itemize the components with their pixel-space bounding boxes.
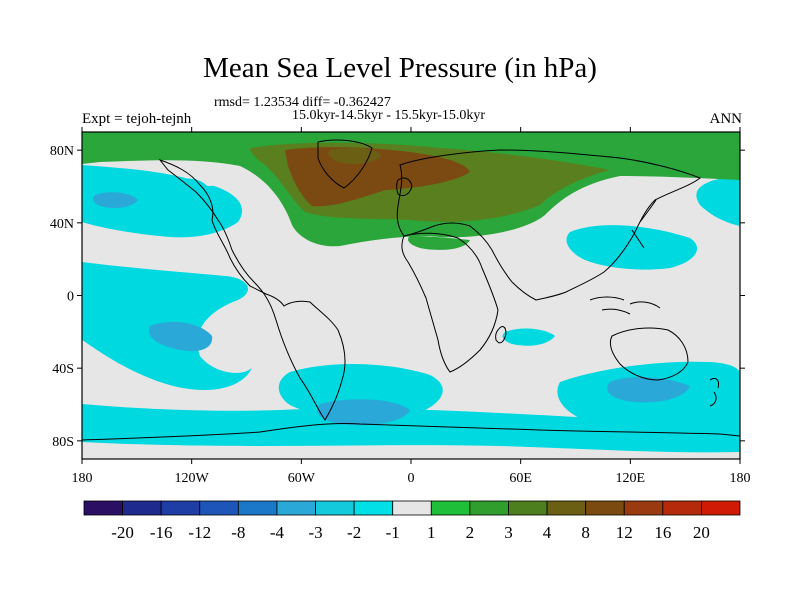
coast-greenland	[317, 139, 373, 189]
field-blue-core-indian	[607, 377, 690, 403]
colorbar-swatch	[585, 500, 625, 516]
colorbar-swatch	[160, 500, 201, 516]
coast-britain	[396, 177, 413, 197]
lat-tick-label: 40N	[50, 217, 74, 232]
field-blue-core-atlantic	[316, 399, 410, 426]
lat-tick-label: 40S	[52, 362, 74, 377]
field-cyan-nw-pacific	[696, 175, 740, 226]
colorbar-label: -2	[347, 523, 361, 542]
season-label: ANN	[709, 111, 743, 127]
colorbar-swatch	[276, 500, 316, 516]
lon-tick-label: 0	[408, 471, 415, 486]
colorbar-swatch	[353, 500, 394, 516]
field-blue-core-np	[92, 192, 138, 208]
field-cyan-southern-ocean	[82, 404, 740, 453]
coast-antarctica	[82, 422, 740, 441]
lat-tick-label: 80N	[50, 144, 74, 159]
field-green-bering	[408, 236, 470, 250]
colorbar-label: -12	[188, 523, 211, 542]
colorbar-swatch	[701, 500, 741, 516]
stats-text: rmsd= 1.23534 diff= -0.362427	[214, 95, 391, 110]
colorbar: -20 -16 -12 -8 -4 -3 -2 -1 1 2 3 4 8 12 16 20	[83, 500, 741, 542]
coast-north-america	[158, 158, 346, 421]
coast-eurasia	[396, 149, 701, 301]
colorbar-swatch	[469, 500, 509, 516]
lat-tick-label: 80S	[52, 435, 74, 450]
coastlines	[82, 139, 740, 441]
colorbar-swatch	[662, 500, 702, 516]
coast-madagascar	[495, 326, 507, 344]
colorbar-label: -20	[111, 523, 134, 542]
field-brown-core	[285, 147, 470, 207]
lat-tick-label: 0	[67, 290, 74, 305]
chart-title: Mean Sea Level Pressure (in hPa)	[203, 52, 597, 84]
lon-axis: 180 120W 60W 0 60E 120E 180	[72, 127, 751, 486]
colorbar-swatch	[623, 500, 664, 516]
colorbar-swatch	[199, 500, 239, 516]
colorbar-swatch	[237, 500, 278, 516]
colorbar-label: 2	[466, 523, 475, 542]
lon-tick-label: 180	[730, 471, 751, 486]
colorbar-label: 1	[427, 523, 436, 542]
colorbar-label: 20	[693, 523, 710, 542]
colorbar-swatch	[392, 500, 432, 516]
colorbar-label: 3	[504, 523, 513, 542]
colorbar-label: -16	[150, 523, 173, 542]
colorbar-swatch	[546, 500, 587, 516]
colorbar-label: 4	[543, 523, 552, 542]
coast-africa	[401, 232, 499, 373]
colorbar-label: -8	[231, 523, 245, 542]
field-cyan-indian-ocean	[502, 328, 555, 346]
colorbar-swatch	[83, 500, 123, 516]
coast-indonesia	[589, 296, 661, 315]
experiment-label: Expt = tejoh-tejnh	[82, 111, 192, 127]
colorbar-label: -4	[270, 523, 285, 542]
map-field	[82, 132, 740, 459]
coast-australia	[609, 327, 689, 381]
subtitle: 15.0kyr-14.5kyr - 15.5kyr-15.0kyr	[292, 108, 486, 123]
colorbar-swatch	[508, 500, 548, 516]
lon-tick-label: 120E	[616, 471, 646, 486]
coast-new-zealand	[709, 377, 719, 407]
colorbar-label: -1	[386, 523, 400, 542]
lat-axis: 80N 40N 0 40S 80S	[50, 144, 745, 450]
colorbar-label: 12	[616, 523, 633, 542]
colorbar-swatch	[315, 500, 355, 516]
lon-tick-label: 120W	[175, 471, 210, 486]
field-white-gap	[197, 170, 228, 186]
lon-tick-label: 60W	[288, 471, 316, 486]
field-cyan-west-pacific	[566, 225, 698, 270]
colorbar-label: 8	[581, 523, 590, 542]
field-cyan-labrador	[175, 178, 210, 203]
lon-tick-label: 60E	[509, 471, 532, 486]
field-brown-iceland	[328, 148, 382, 164]
colorbar-label: 16	[654, 523, 671, 542]
coast-japan	[631, 199, 657, 249]
colorbar-label: -3	[308, 523, 322, 542]
colorbar-swatch	[430, 500, 471, 516]
lon-tick-label: 180	[72, 471, 93, 486]
field-blue-core-pacific	[149, 321, 213, 352]
colorbar-swatch	[122, 500, 162, 516]
